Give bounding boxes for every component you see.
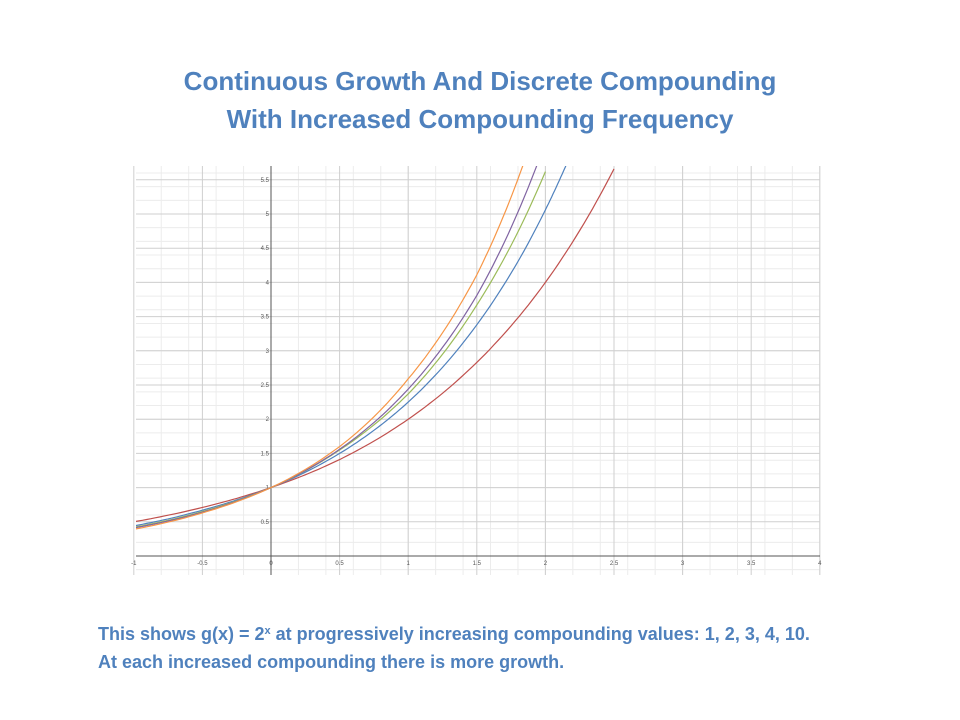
y-tick-label: 0.5	[261, 520, 270, 526]
x-tick-label: 4	[818, 561, 822, 567]
x-tick-label: 2.5	[610, 561, 619, 567]
series-line-5	[136, 166, 524, 530]
y-tick-label: 5.5	[261, 178, 270, 184]
caption-line-1: This shows g(x) = 2x at progressively in…	[98, 620, 938, 648]
x-tick-label: 1.5	[473, 561, 482, 567]
caption-line-2: At each increased compounding there is m…	[98, 652, 565, 672]
y-tick-label: 4.5	[261, 246, 270, 252]
caption-text-start: This shows g(x) = 2	[98, 624, 265, 644]
x-tick-label: 2	[544, 561, 548, 567]
y-tick-label: 3	[266, 349, 270, 355]
series-line-2	[136, 166, 567, 527]
caption-exponent: x	[264, 625, 271, 637]
x-tick-label: 0	[269, 561, 273, 567]
series-group	[136, 166, 615, 530]
slide-title: Continuous Growth And Discrete Compoundi…	[0, 62, 960, 138]
x-tick-label: 3	[681, 561, 685, 567]
y-tick-label: 2.5	[261, 383, 270, 389]
x-tick-label: 3.5	[747, 561, 756, 567]
x-tick-label: 1	[407, 561, 411, 567]
x-tick-label: -0.5	[197, 561, 208, 567]
y-tick-label: 5	[266, 212, 270, 218]
grid	[133, 166, 821, 575]
series-line-1	[136, 168, 615, 523]
y-tick-label: 2	[266, 417, 270, 423]
x-tick-label: -1	[131, 561, 137, 567]
caption-text-end: at progressively increasing compounding …	[270, 624, 810, 644]
y-tick-label: 3.5	[261, 315, 270, 321]
y-tick-label: 1.5	[261, 451, 270, 457]
series-line-4	[136, 166, 538, 529]
x-tick-label: 0.5	[335, 561, 344, 567]
slide-title-line-2: With Increased Compounding Frequency	[226, 104, 734, 134]
slide-title-line-1: Continuous Growth And Discrete Compoundi…	[183, 66, 777, 96]
caption: This shows g(x) = 2x at progressively in…	[98, 620, 938, 676]
y-tick-label: 4	[266, 280, 270, 286]
